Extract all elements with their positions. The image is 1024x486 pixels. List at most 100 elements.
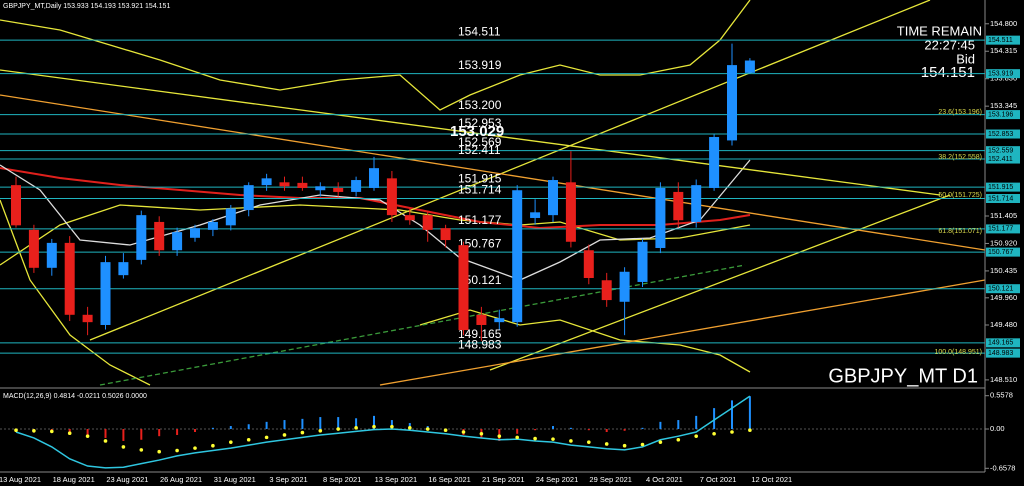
histogram-bar xyxy=(659,421,662,430)
signal-dot xyxy=(372,424,376,429)
histogram-bar xyxy=(587,429,590,431)
header: GBPJPY_MT,Daily 153.933 154.193 153.921 … xyxy=(3,3,170,10)
candle-body xyxy=(297,182,308,188)
level-box-label: 148.983 xyxy=(988,350,1013,357)
candle-body xyxy=(225,208,236,226)
candle-body xyxy=(28,229,39,268)
candle-body xyxy=(11,185,21,226)
x-tick-label: 3 Sep 2021 xyxy=(269,475,307,484)
level-box-label: 149.165 xyxy=(988,340,1013,347)
candle-body xyxy=(154,221,165,251)
level-box xyxy=(986,348,1020,358)
signal-dot xyxy=(264,435,269,440)
histogram-bar xyxy=(677,420,680,430)
histogram-bar xyxy=(229,426,232,430)
lower-band xyxy=(0,199,151,386)
candle-body xyxy=(744,60,755,73)
signal-dot xyxy=(604,442,609,446)
level-box-label: 151.177 xyxy=(988,226,1013,233)
histogram-bar xyxy=(86,429,89,437)
x-tick-label: 18 Aug 2021 xyxy=(53,475,95,484)
signal-dot xyxy=(479,431,484,436)
signal-dot xyxy=(211,443,215,448)
level-box xyxy=(986,247,1020,257)
histogram-bar xyxy=(695,415,698,430)
histogram-bar xyxy=(605,429,608,432)
candle-body xyxy=(530,212,541,218)
histogram-bar xyxy=(247,424,250,430)
signal-dot xyxy=(497,434,502,438)
bid-value: 154.151 xyxy=(921,64,975,81)
candle-body xyxy=(619,271,630,302)
candle-body xyxy=(118,262,129,276)
signal-dot xyxy=(587,440,591,444)
level-box-label: 152.411 xyxy=(988,156,1013,163)
signal-dot xyxy=(246,437,251,442)
histogram-bar xyxy=(319,417,322,430)
candle-body xyxy=(422,215,433,230)
signal-dot xyxy=(157,449,161,454)
histogram-bar xyxy=(194,429,196,432)
level-box-label: 152.853 xyxy=(988,131,1013,138)
candle-body xyxy=(458,245,469,331)
trend-line xyxy=(0,69,941,196)
candle-body xyxy=(82,314,93,323)
level-label: 151.915 xyxy=(458,171,502,185)
level-box xyxy=(986,110,1020,120)
level-box xyxy=(986,284,1020,294)
histogram-bar xyxy=(641,427,644,430)
level-box xyxy=(986,224,1020,234)
x-tick-label: 23 Aug 2021 xyxy=(106,475,148,484)
signal-dot xyxy=(658,440,663,444)
histogram-bar xyxy=(265,421,268,430)
macd-line xyxy=(15,395,751,469)
level-label: 153.029 xyxy=(450,123,504,140)
moving-average xyxy=(0,159,751,281)
level-box xyxy=(986,69,1020,79)
level-label: 152.411 xyxy=(458,143,501,157)
candle-body xyxy=(565,182,576,242)
y-tick-label: 154.315 xyxy=(990,46,1017,55)
histogram-bar xyxy=(158,429,161,437)
signal-dot xyxy=(85,434,90,438)
signal-dot xyxy=(443,428,448,433)
signal-dot xyxy=(354,426,358,430)
fib-label: 50.0(151.725) xyxy=(938,192,982,199)
macd-title: MACD(12,26,9) 0.4814 -0.0211 0.5026 0.00… xyxy=(3,393,147,400)
candle-body xyxy=(386,178,397,216)
histogram-bar xyxy=(748,396,751,430)
candle-body xyxy=(351,180,362,192)
candle-body xyxy=(637,241,648,282)
level-label: 150.767 xyxy=(458,236,502,250)
signal-dot xyxy=(103,439,108,443)
signal-dot xyxy=(622,443,627,448)
signal-dot xyxy=(14,428,18,433)
signal-dot xyxy=(32,429,36,433)
signal-dot xyxy=(425,427,430,431)
candle-body xyxy=(601,280,612,301)
fib-label: 23.6(153.196) xyxy=(938,109,982,116)
fib-label: 100.0(148.951) xyxy=(935,349,982,356)
candle-body xyxy=(46,242,57,268)
upper-band xyxy=(0,0,751,111)
y-tick-label: 149.480 xyxy=(990,320,1017,329)
histogram-bar xyxy=(140,429,143,440)
level-label: 151.714 xyxy=(458,183,502,197)
level-box xyxy=(986,35,1020,45)
level-box-label: 153.919 xyxy=(988,71,1013,78)
signal-dot xyxy=(300,430,305,435)
histogram-bar xyxy=(211,427,214,430)
level-box-label: 154.511 xyxy=(988,37,1013,44)
signal-dot xyxy=(551,437,555,441)
level-box xyxy=(986,182,1020,192)
x-tick-label: 7 Oct 2021 xyxy=(700,475,737,484)
x-tick-label: 29 Sep 2021 xyxy=(589,475,632,484)
signal-dot xyxy=(67,431,72,435)
x-tick-label: 12 Oct 2021 xyxy=(751,475,792,484)
level-label: 149.165 xyxy=(458,327,502,341)
candle-body xyxy=(243,185,254,211)
candle-body xyxy=(369,168,379,188)
candle-body xyxy=(494,318,505,323)
